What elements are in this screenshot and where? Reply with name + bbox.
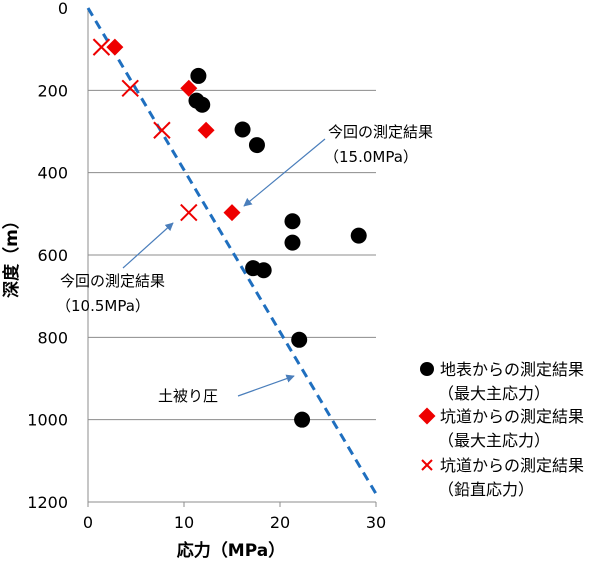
point-surface-9 [255, 262, 272, 279]
point-surface-6 [284, 234, 301, 251]
arrow-to-15mpa-point [243, 138, 326, 207]
y-tick-label-1200: 1200 [27, 493, 68, 512]
x-tick-label-0: 0 [83, 513, 93, 532]
arrow-to-overburden-line [237, 374, 295, 397]
point-surface-10 [291, 331, 308, 348]
x-tick-label-10: 10 [174, 513, 194, 532]
arrow-to-10-5mpa-point [122, 222, 174, 269]
point-tunnel-vertical-1 [121, 79, 139, 97]
legend: 地表からの測定結果 （最大主応力） 坑道からの測定結果 （最大主応力） 坑道から… [418, 360, 584, 499]
annotation-10-5-line1: 今回の測定結果 [60, 272, 165, 290]
point-surface-7 [350, 227, 367, 244]
data-points [92, 38, 367, 428]
axes [87, 8, 377, 507]
point-surface-2 [194, 96, 211, 113]
point-tunnel-max-0 [106, 38, 124, 56]
y-tick-label-200: 200 [37, 81, 68, 100]
legend-label-tunnel-vert-line1: 坑道からの測定結果 [440, 456, 584, 475]
point-surface-5 [284, 213, 301, 230]
annotation-arrows [122, 138, 326, 397]
annotation-overburden: 土被り圧 [158, 387, 218, 405]
point-tunnel-vertical-3 [180, 203, 198, 222]
point-surface-3 [234, 121, 251, 138]
point-tunnel-max-1 [180, 79, 198, 97]
legend-marker-diamond [418, 407, 436, 425]
legend-label-tunnel-max-line1: 坑道からの測定結果 [440, 407, 584, 426]
point-surface-11 [294, 411, 311, 428]
y-axis-title: 深度（m） [1, 212, 22, 298]
y-tick-label-800: 800 [37, 328, 68, 347]
point-tunnel-max-2 [197, 121, 215, 139]
annotation-15-line2: （15.0MPa） [324, 148, 418, 166]
overburden-pressure-line [86, 7, 378, 495]
point-tunnel-max-3 [223, 204, 241, 222]
legend-label-tunnel-max-line2: （最大主応力） [438, 431, 550, 450]
legend-label-surface-line1: 地表からの測定結果 [440, 360, 584, 379]
legend-marker-x [421, 459, 433, 471]
point-tunnel-vertical-0 [92, 38, 111, 56]
y-tick-label-600: 600 [37, 246, 68, 265]
annotation-15-line1: 今回の測定結果 [328, 123, 433, 141]
y-tick-label-1000: 1000 [27, 411, 68, 430]
y-tick-label-0: 0 [58, 0, 68, 18]
x-tick-label-20: 20 [270, 513, 290, 532]
x-tick-label-30: 30 [366, 513, 386, 532]
legend-label-surface-line2: （最大主応力） [438, 384, 550, 403]
tick-labels: 0 200 400 600 800 1000 1200 0 10 20 30 [27, 0, 386, 532]
legend-label-tunnel-vert-line2: （鉛直応力） [438, 480, 534, 499]
point-surface-4 [248, 137, 265, 154]
point-tunnel-vertical-2 [153, 121, 171, 139]
x-axis-title: 応力（MPa） [177, 540, 285, 561]
legend-marker-circle [420, 362, 434, 376]
y-tick-label-400: 400 [37, 164, 68, 183]
annotation-10-5-line2: （10.5MPa） [56, 297, 150, 315]
point-surface-0 [190, 67, 207, 84]
